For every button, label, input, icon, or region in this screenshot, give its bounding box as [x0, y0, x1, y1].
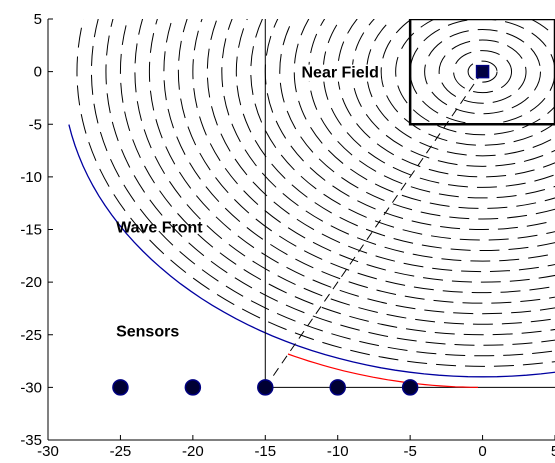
sensor-marker — [401, 379, 419, 396]
sensors — [112, 379, 419, 396]
wavefront-arc — [424, 29, 542, 115]
y-tick-label: -5 — [29, 116, 42, 133]
wavefront-arc — [105, 19, 555, 346]
y-tick-label: -30 — [20, 379, 42, 396]
wavefront-arc — [120, 19, 555, 336]
wavefront-arc — [235, 19, 555, 251]
sensor-marker — [184, 379, 202, 396]
wavefront-arc — [177, 19, 555, 294]
sensor-marker — [329, 379, 346, 396]
wavefront-arc — [438, 39, 527, 104]
wavefront-arc — [322, 19, 555, 188]
wavefront-arc — [467, 60, 498, 83]
wavefront-arc — [76, 19, 555, 367]
wavefront-arc — [279, 19, 555, 220]
wavefront-envelope — [68, 124, 555, 378]
x-tick-label: -20 — [182, 443, 204, 460]
wavefront-arc — [206, 19, 555, 273]
x-tick-label: 5 — [551, 443, 555, 460]
wavefront-arc — [453, 50, 513, 94]
y-tick-label: 5 — [34, 11, 42, 28]
red-arc — [287, 353, 479, 388]
annotation-wave-front: Wave Front — [116, 219, 203, 236]
plot-area: Near Field Wave Front Sensors — [68, 19, 555, 396]
x-ticks: -30 -25 -20 -15 -10 -5 0 5 — [37, 435, 555, 460]
annotation-sensors: Sensors — [116, 324, 179, 341]
sensor-marker — [112, 379, 129, 396]
wavefront-arc — [308, 19, 555, 199]
sensor-marker — [257, 379, 274, 396]
wavefront-arc — [149, 19, 555, 315]
wavefront-arc — [91, 19, 555, 357]
x-tick-label: -25 — [110, 443, 132, 460]
y-tick-label: 0 — [34, 64, 42, 81]
near-field-box — [408, 19, 555, 126]
wavefront-arc — [163, 19, 555, 304]
y-ticks: 5 0 -5 -10 -15 -20 -25 -30 -35 — [20, 11, 53, 449]
wavefront-arcs — [76, 19, 555, 367]
x-tick-label: -30 — [37, 443, 59, 460]
wavefront-arc — [221, 19, 555, 262]
y-tick-label: -10 — [20, 169, 42, 186]
x-tick-label: -10 — [327, 443, 349, 460]
x-tick-label: -5 — [403, 443, 416, 460]
y-tick-label: -35 — [20, 432, 42, 449]
wavefront-arc — [134, 19, 555, 325]
x-tick-label: -15 — [254, 443, 276, 460]
x-tick-label: 0 — [478, 443, 486, 460]
source-marker — [475, 64, 490, 79]
annotation-background — [300, 64, 380, 82]
y-tick-label: -25 — [20, 327, 42, 344]
wavefront-arc — [380, 19, 555, 146]
wavefront-arc — [395, 19, 555, 136]
wavefront-arc — [366, 19, 555, 157]
y-tick-label: -15 — [20, 222, 42, 239]
annotation-near-field: Near Field — [302, 65, 379, 82]
wavefront-arc — [192, 19, 555, 283]
y-tick-label: -20 — [20, 274, 42, 291]
